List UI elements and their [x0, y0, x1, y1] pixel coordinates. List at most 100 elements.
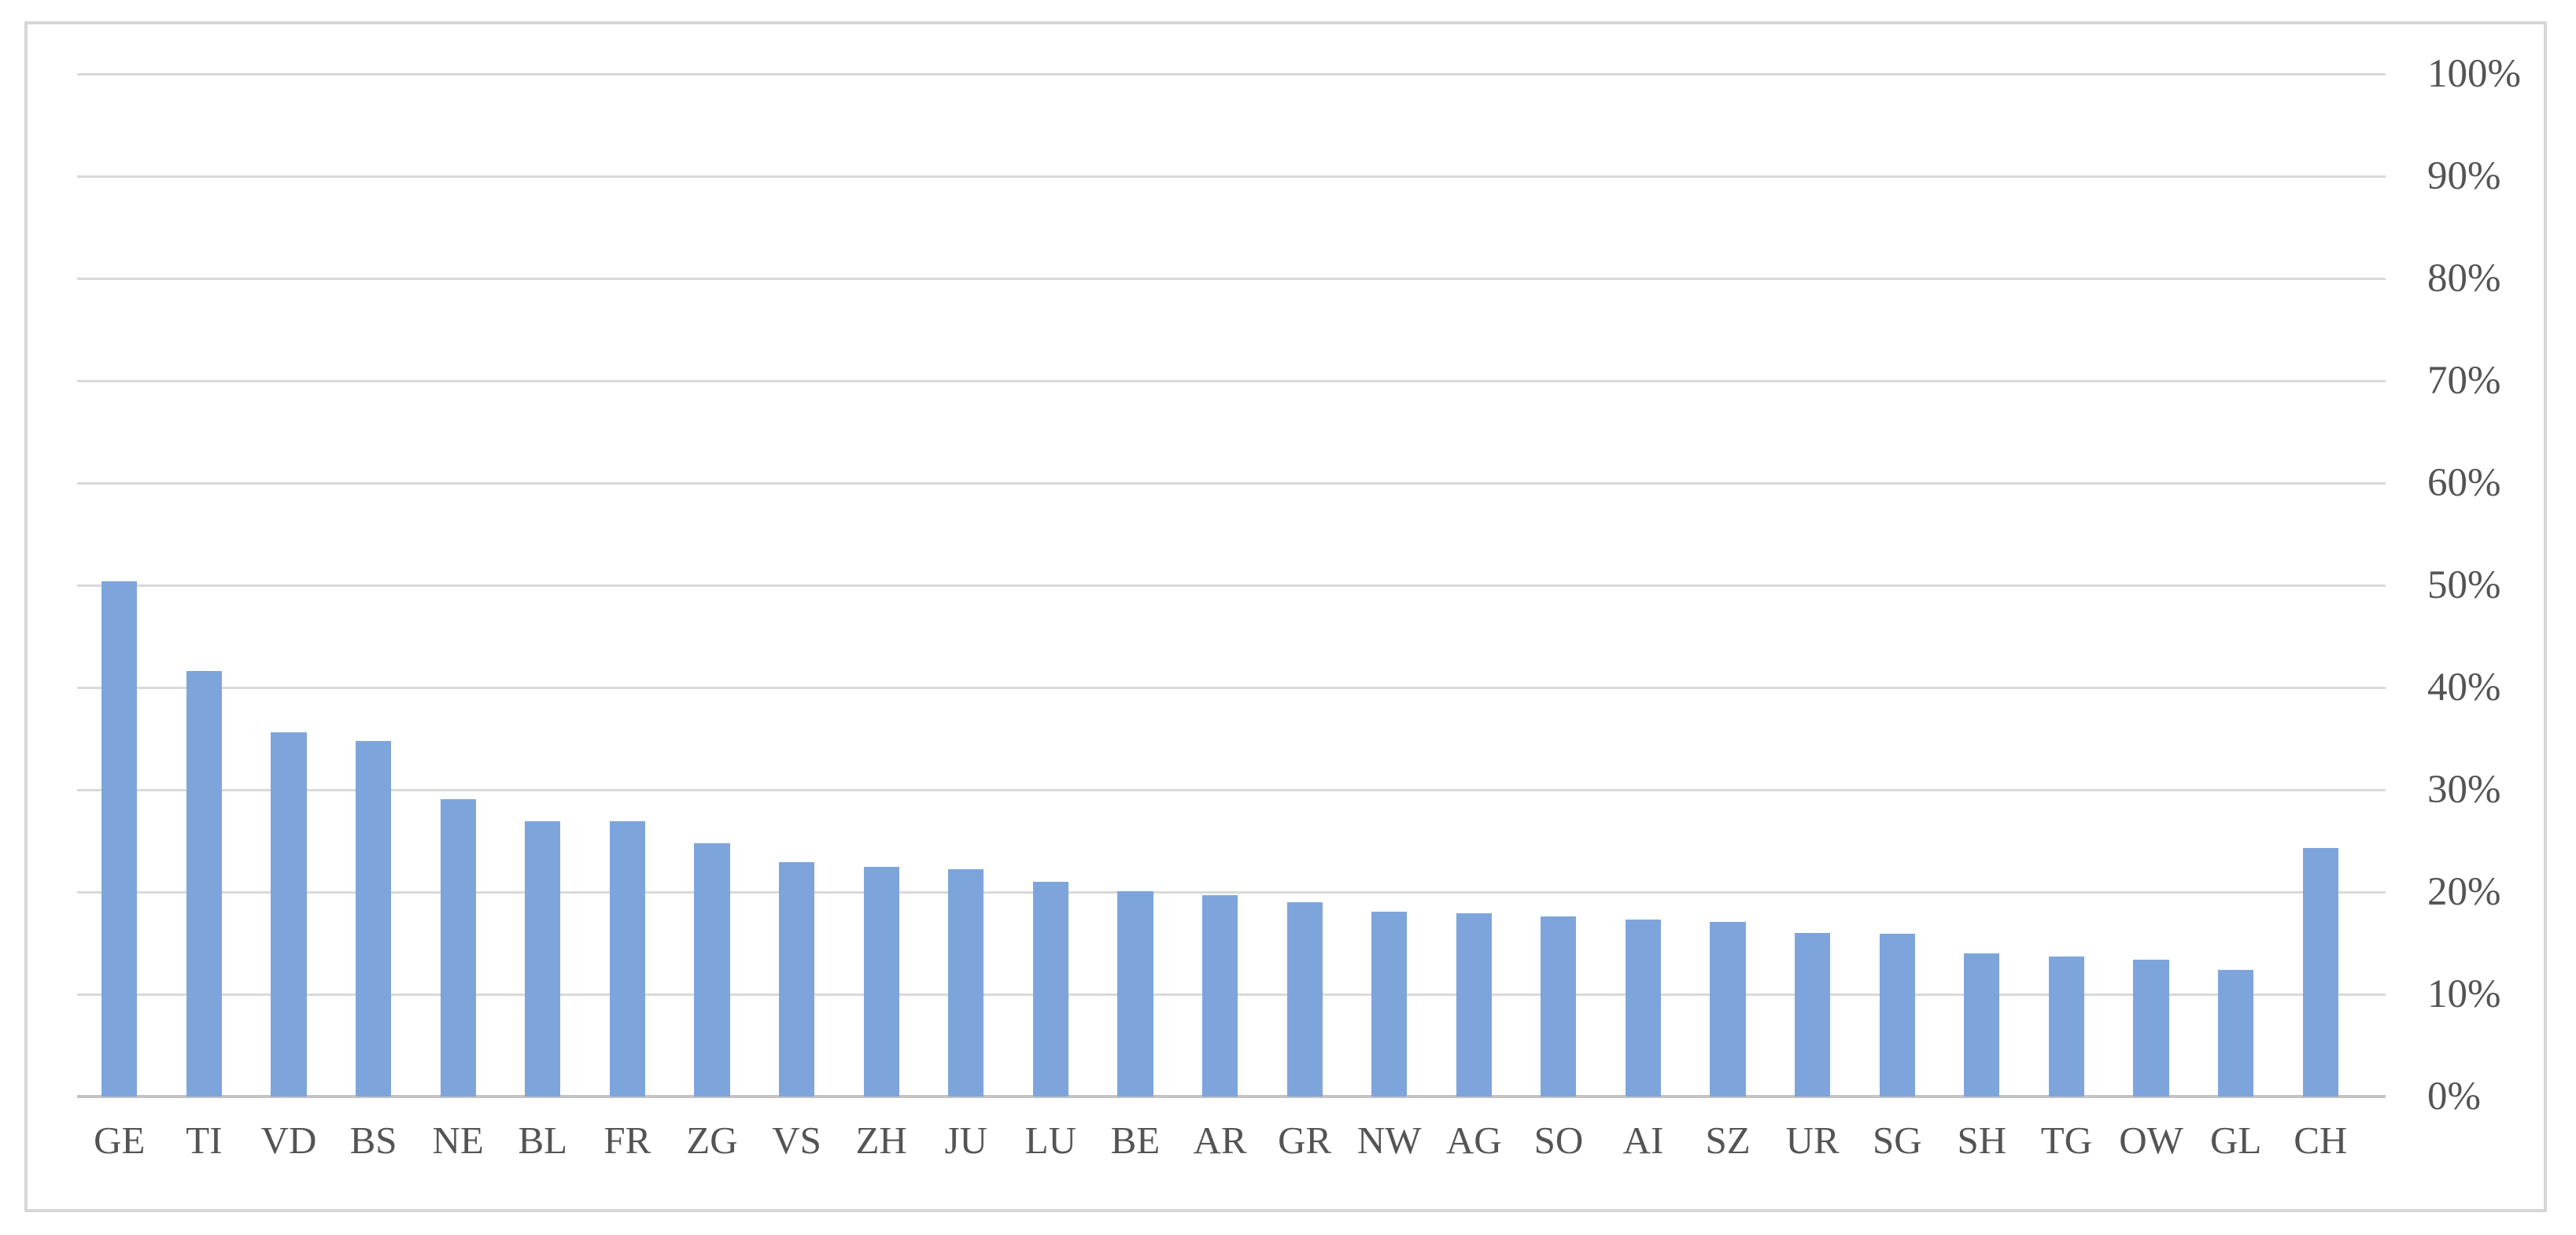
- bar-slot-JU: [924, 74, 1009, 1097]
- x-axis-label-GL: GL: [2209, 1119, 2262, 1162]
- y-axis-tick-label-0: 0%: [2427, 1075, 2481, 1119]
- gridline-60: [77, 482, 2386, 485]
- y-axis-tick-label-20: 20%: [2427, 870, 2501, 914]
- bar-slot-GR: [1262, 74, 1347, 1097]
- y-axis-tick-label-50: 50%: [2427, 563, 2501, 607]
- y-axis: 0% 10% 20% 30% 40% 50% 60% 70% 80% 90% 100%: [2427, 52, 2576, 1119]
- bar-slot-TI: [162, 74, 247, 1097]
- x-axis-label-GE: GE: [94, 1119, 146, 1162]
- bar-slot-BL: [500, 74, 585, 1097]
- bar-slot-ZG: [670, 74, 755, 1097]
- bar-slot-TG: [2024, 74, 2109, 1097]
- bar-GE: [101, 581, 138, 1097]
- bar-BE: [1117, 890, 1153, 1097]
- chart-frame: 0% 10% 20% 30% 40% 50% 60% 70% 80% 90% 100% GE TI VD…: [24, 21, 2547, 1212]
- bar-VS: [778, 862, 815, 1097]
- bar-slot-NW: [1347, 74, 1432, 1097]
- gridline-50: [77, 584, 2386, 587]
- bar-CH: [2302, 848, 2338, 1097]
- x-axis: GE TI VD BS NE BL FR ZG VS ZH JU LU BE AR GR NW AG SO AI SZ…: [77, 1116, 2363, 1165]
- bar-slot-VD: [246, 74, 331, 1097]
- x-axis-label-JU: JU: [944, 1119, 987, 1162]
- x-axis-label-UR: UR: [1785, 1119, 1840, 1162]
- bar-SH: [1964, 953, 2000, 1097]
- plot-area: [77, 74, 2363, 1097]
- y-axis-tick-label-100: 100%: [2427, 52, 2521, 96]
- bar-LU: [1032, 882, 1068, 1097]
- x-axis-label-NE: NE: [432, 1119, 484, 1162]
- bar-slot-AI: [1601, 74, 1686, 1097]
- bar-AR: [1201, 894, 1238, 1097]
- x-axis-label-ZG: ZG: [686, 1119, 738, 1162]
- bar-TG: [2048, 956, 2085, 1097]
- x-axis-label-VS: VS: [772, 1119, 821, 1162]
- bar-slot-NE: [415, 74, 500, 1097]
- y-axis-tick-label-90: 90%: [2427, 154, 2501, 198]
- bar-BL: [525, 821, 561, 1097]
- x-axis-label-BS: BS: [349, 1119, 397, 1162]
- x-axis-label-VD: VD: [260, 1119, 317, 1162]
- bar-slot-AG: [1432, 74, 1517, 1097]
- x-axis-label-BL: BL: [518, 1119, 568, 1162]
- gridline-20: [77, 891, 2386, 894]
- x-axis-label-SZ: SZ: [1705, 1119, 1751, 1162]
- x-axis-label-FR: FR: [603, 1119, 651, 1162]
- x-axis-label-OW: OW: [2119, 1119, 2183, 1162]
- bar-OW: [2133, 959, 2169, 1097]
- y-axis-tick-label-10: 10%: [2427, 972, 2501, 1016]
- bar-slot-SZ: [1685, 74, 1770, 1097]
- bar-slot-OW: [2109, 74, 2194, 1097]
- y-axis-tick-label-70: 70%: [2427, 359, 2501, 403]
- bar-NW: [1371, 911, 1408, 1097]
- gridline-100: [77, 73, 2386, 76]
- bar-slot-BE: [1093, 74, 1178, 1097]
- y-axis-tick-label-60: 60%: [2427, 461, 2501, 505]
- x-axis-label-AR: AR: [1193, 1119, 1247, 1162]
- bar-slot-BS: [331, 74, 416, 1097]
- y-axis-tick-label-30: 30%: [2427, 768, 2501, 812]
- bar-NE: [440, 798, 476, 1097]
- bar-slot-SG: [1854, 74, 1939, 1097]
- gridline-40: [77, 687, 2386, 689]
- bar-slot-GE: [77, 74, 162, 1097]
- bar-slot-AR: [1178, 74, 1263, 1097]
- bar-slot-FR: [585, 74, 670, 1097]
- x-axis-label-SO: SO: [1533, 1119, 1584, 1162]
- bar-AI: [1625, 920, 1662, 1097]
- x-axis-baseline: [77, 1095, 2386, 1098]
- y-axis-tick-label-80: 80%: [2427, 256, 2501, 300]
- bar-FR: [609, 821, 645, 1097]
- gridline-30: [77, 789, 2386, 791]
- bar-UR: [1795, 933, 1831, 1097]
- bar-slot-UR: [1770, 74, 1855, 1097]
- bar-slot-GL: [2194, 74, 2279, 1097]
- bar-ZH: [863, 866, 899, 1097]
- bar-AG: [1456, 913, 1492, 1097]
- gridline-70: [77, 380, 2386, 382]
- bar-SZ: [1710, 921, 1746, 1097]
- x-axis-label-ZH: ZH: [855, 1119, 907, 1162]
- bar-GR: [1286, 902, 1323, 1097]
- bar-BS: [355, 740, 392, 1097]
- bar-JU: [948, 869, 984, 1097]
- x-axis-label-SH: SH: [1957, 1119, 2007, 1162]
- bar-SG: [1879, 934, 1915, 1097]
- x-axis-label-TG: TG: [2040, 1119, 2093, 1162]
- x-axis-label-CH: CH: [2294, 1119, 2348, 1162]
- bar-slot-SH: [1939, 74, 2024, 1097]
- gridline-90: [77, 175, 2386, 178]
- x-axis-label-TI: TI: [186, 1119, 223, 1162]
- x-axis-label-LU: LU: [1024, 1119, 1076, 1162]
- x-axis-label-AI: AI: [1622, 1119, 1664, 1162]
- x-axis-label-SG: SG: [1872, 1119, 1922, 1162]
- bar-slot-ZH: [839, 74, 924, 1097]
- bar-TI: [186, 671, 222, 1097]
- gridline-80: [77, 278, 2386, 280]
- bar-slot-CH: [2278, 74, 2363, 1097]
- bar-SO: [1541, 916, 1577, 1097]
- bar-VD: [271, 732, 307, 1097]
- y-axis-tick-label-40: 40%: [2427, 665, 2501, 710]
- x-axis-label-GR: GR: [1278, 1119, 1332, 1162]
- bar-slot-SO: [1516, 74, 1601, 1097]
- x-axis-label-BE: BE: [1110, 1119, 1161, 1162]
